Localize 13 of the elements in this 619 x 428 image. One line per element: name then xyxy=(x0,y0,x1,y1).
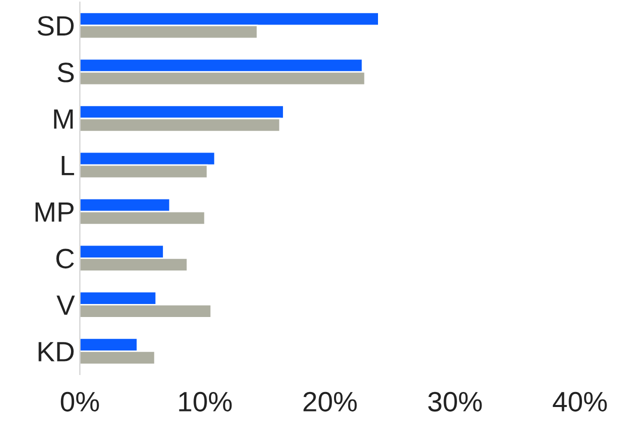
x-tick-label: 10% xyxy=(179,392,232,412)
y-tick-label: L xyxy=(62,156,74,176)
x-tick-label: 20% xyxy=(304,392,357,412)
x-tick-label: 40% xyxy=(552,392,607,412)
y-tick-label: SD xyxy=(38,16,74,36)
x-tick-label: 30% xyxy=(428,392,482,412)
y-tick-label: S xyxy=(58,62,74,82)
y-tick-label: V xyxy=(56,296,75,315)
y-tick-label: C xyxy=(56,248,74,268)
y-tick-label: M xyxy=(54,109,73,129)
x-tick-label: 0% xyxy=(60,392,99,412)
y-tick-label: KD xyxy=(38,342,74,362)
y-tick-label: MP xyxy=(36,202,74,222)
